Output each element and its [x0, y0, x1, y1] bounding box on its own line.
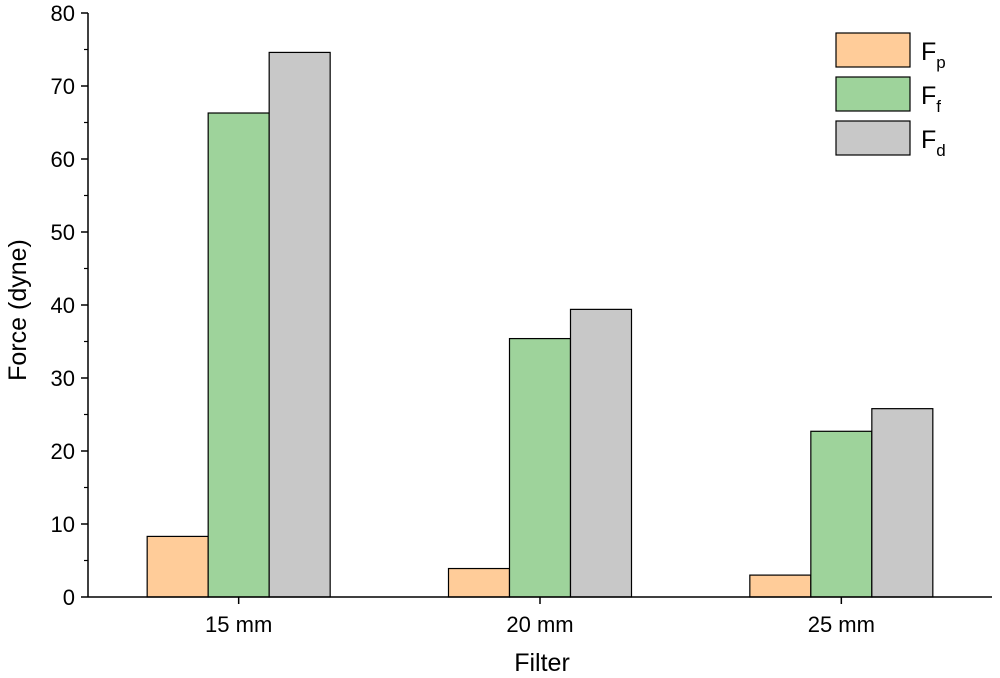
y-tick-label: 40 — [51, 293, 75, 318]
legend-swatch — [835, 120, 911, 156]
bar-ff-2 — [508, 337, 572, 598]
axes-group: 0 10 20 30 40 50 60 70 80 15 mm 20 mm 25 mm — [51, 1, 992, 637]
x-tick-label: 15 mm — [205, 612, 272, 637]
bar-ff-1 — [207, 112, 270, 598]
legend-label: Ff — [921, 82, 941, 116]
y-tick-label: 50 — [51, 220, 75, 245]
bars-group — [146, 51, 934, 598]
legend-swatch — [835, 32, 911, 68]
y-tick-label: 0 — [63, 585, 75, 610]
bar-ff-3 — [810, 430, 873, 598]
y-tick-label: 30 — [51, 366, 75, 391]
bar-fp-1 — [146, 535, 209, 598]
y-tick-label: 10 — [51, 512, 75, 537]
bar-fp-2 — [447, 567, 511, 598]
x-axis-title: Filter — [514, 649, 570, 677]
bar-fd-3 — [871, 408, 934, 598]
y-tick-label: 70 — [51, 74, 75, 99]
bar-fd-2 — [569, 308, 633, 598]
legend-label: Fp — [921, 38, 946, 72]
bar-fp-3 — [749, 574, 812, 598]
bar-fd-1 — [268, 51, 331, 598]
y-tick-label: 60 — [51, 147, 75, 172]
y-tick-label: 80 — [51, 1, 75, 26]
legend-label: Fd — [921, 126, 946, 160]
x-tick-label: 25 mm — [808, 612, 875, 637]
y-axis-title: Force (dyne) — [4, 239, 32, 381]
y-tick-label: 20 — [51, 439, 75, 464]
legend: Fp Ff Fd — [835, 32, 946, 160]
legend-swatch — [835, 76, 911, 112]
x-tick-label: 20 mm — [506, 612, 573, 637]
